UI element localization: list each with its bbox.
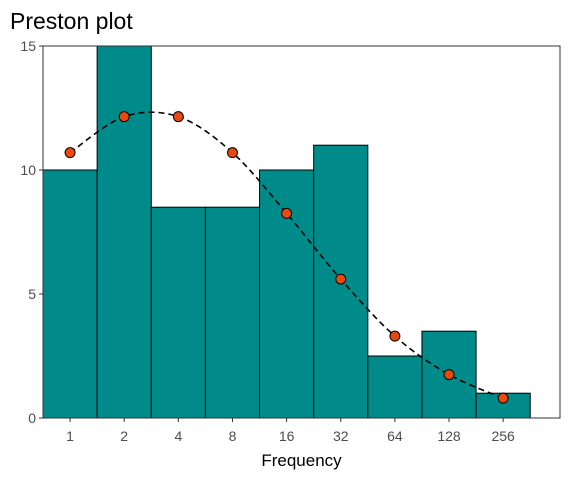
curve-point-4 (172, 111, 184, 123)
bar-64 (367, 355, 423, 419)
bar-2 (96, 45, 152, 419)
x-tick-label-32: 32 (333, 428, 349, 444)
curve-point-32 (335, 273, 347, 285)
x-tick-label-64: 64 (387, 428, 403, 444)
bar-8 (204, 206, 261, 419)
curve-point-16 (281, 207, 293, 219)
curve-point-256 (497, 392, 509, 404)
x-axis: 1 2 4 8 16 32 64 128 256 (66, 418, 515, 444)
bar-4 (150, 206, 206, 419)
x-tick-label-128: 128 (437, 428, 461, 444)
fitted-curve-line (69, 111, 504, 399)
curve-point-128 (443, 369, 455, 381)
y-tick-label-10: 10 (20, 162, 36, 178)
bar-group (42, 45, 531, 419)
y-tick-label-5: 5 (28, 286, 36, 302)
x-tick-label-16: 16 (279, 428, 295, 444)
curve-point-1 (64, 147, 76, 159)
bar-1 (42, 169, 98, 419)
y-tick-label-0: 0 (28, 410, 36, 426)
x-tick-label-256: 256 (491, 428, 515, 444)
curve-point-64 (389, 330, 401, 342)
chart-title: Preston plot (10, 8, 133, 34)
x-tick-label-8: 8 (229, 428, 237, 444)
y-tick-label-15: 15 (20, 38, 36, 54)
y-axis: 0 5 10 15 (20, 38, 43, 426)
curve-point-8 (226, 147, 238, 159)
plot-panel-border (42, 45, 561, 419)
x-tick-label-1: 1 (66, 428, 74, 444)
fitted-curve-group (64, 111, 509, 404)
x-axis-title: Frequency (261, 451, 342, 470)
x-tick-label-2: 2 (120, 428, 128, 444)
curve-point-2 (118, 111, 130, 123)
x-tick-label-4: 4 (174, 428, 182, 444)
bar-16 (259, 169, 315, 419)
